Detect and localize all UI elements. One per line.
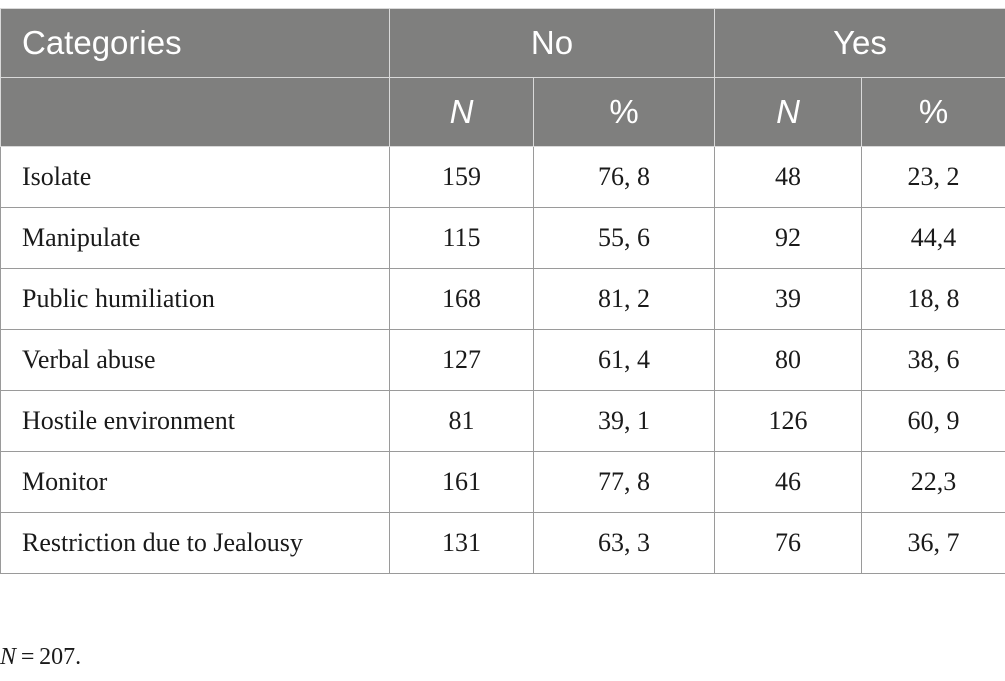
header-group-no: No bbox=[389, 8, 715, 78]
table-header: Categories No Yes N % N % bbox=[0, 8, 1005, 147]
cell-no-n: 168 bbox=[389, 268, 534, 330]
header-categories: Categories bbox=[0, 8, 390, 78]
cell-no-n: 161 bbox=[389, 451, 534, 513]
cell-yes-n: 92 bbox=[714, 207, 862, 269]
cell-yes-pct: 36, 7 bbox=[861, 512, 1005, 574]
row-label: Isolate bbox=[0, 146, 390, 208]
table-row: Hostile environment 81 39, 1 126 60, 9 bbox=[0, 390, 1005, 452]
header-group-yes: Yes bbox=[714, 8, 1005, 78]
cell-no-pct: 77, 8 bbox=[533, 451, 715, 513]
cell-yes-pct: 23, 2 bbox=[861, 146, 1005, 208]
table-footnote: N = 207. bbox=[0, 644, 81, 671]
cell-yes-n: 126 bbox=[714, 390, 862, 452]
footnote-variable: N bbox=[0, 644, 17, 670]
table-row: Manipulate 115 55, 6 92 44,4 bbox=[0, 207, 1005, 269]
cell-no-n: 115 bbox=[389, 207, 534, 269]
cell-no-pct: 61, 4 bbox=[533, 329, 715, 391]
cell-yes-pct: 22,3 bbox=[861, 451, 1005, 513]
table-body: Isolate 159 76, 8 48 23, 2 Manipulate 11… bbox=[0, 146, 1005, 574]
cell-no-n: 159 bbox=[389, 146, 534, 208]
header-yes-pct: % bbox=[861, 77, 1005, 147]
cell-no-pct: 76, 8 bbox=[533, 146, 715, 208]
header-no-n: N bbox=[389, 77, 534, 147]
cell-no-pct: 39, 1 bbox=[533, 390, 715, 452]
header-blank bbox=[0, 77, 390, 147]
cell-yes-n: 39 bbox=[714, 268, 862, 330]
cell-yes-n: 46 bbox=[714, 451, 862, 513]
row-label: Manipulate bbox=[0, 207, 390, 269]
header-no-pct: % bbox=[533, 77, 715, 147]
cell-no-n: 81 bbox=[389, 390, 534, 452]
table-row: Isolate 159 76, 8 48 23, 2 bbox=[0, 146, 1005, 208]
cell-no-pct: 55, 6 bbox=[533, 207, 715, 269]
cell-yes-pct: 60, 9 bbox=[861, 390, 1005, 452]
cell-no-pct: 81, 2 bbox=[533, 268, 715, 330]
cell-yes-n: 48 bbox=[714, 146, 862, 208]
cell-yes-n: 76 bbox=[714, 512, 862, 574]
cell-yes-pct: 44,4 bbox=[861, 207, 1005, 269]
row-label: Hostile environment bbox=[0, 390, 390, 452]
row-label: Verbal abuse bbox=[0, 329, 390, 391]
cell-no-pct: 63, 3 bbox=[533, 512, 715, 574]
cell-no-n: 131 bbox=[389, 512, 534, 574]
row-label: Restriction due to Jealousy bbox=[0, 512, 390, 574]
table-row: Public humiliation 168 81, 2 39 18, 8 bbox=[0, 268, 1005, 330]
header-row-subcolumns: N % N % bbox=[0, 77, 1005, 147]
cell-yes-pct: 38, 6 bbox=[861, 329, 1005, 391]
table-row: Monitor 161 77, 8 46 22,3 bbox=[0, 451, 1005, 513]
header-yes-n: N bbox=[714, 77, 862, 147]
cell-yes-pct: 18, 8 bbox=[861, 268, 1005, 330]
table-row: Restriction due to Jealousy 131 63, 3 76… bbox=[0, 512, 1005, 574]
row-label: Monitor bbox=[0, 451, 390, 513]
header-row-groups: Categories No Yes bbox=[0, 8, 1005, 78]
footnote-text: = 207. bbox=[16, 644, 82, 670]
row-label: Public humiliation bbox=[0, 268, 390, 330]
cell-yes-n: 80 bbox=[714, 329, 862, 391]
data-table: Categories No Yes N % N % Isolate 159 76… bbox=[0, 8, 1005, 574]
cell-no-n: 127 bbox=[389, 329, 534, 391]
table-row: Verbal abuse 127 61, 4 80 38, 6 bbox=[0, 329, 1005, 391]
